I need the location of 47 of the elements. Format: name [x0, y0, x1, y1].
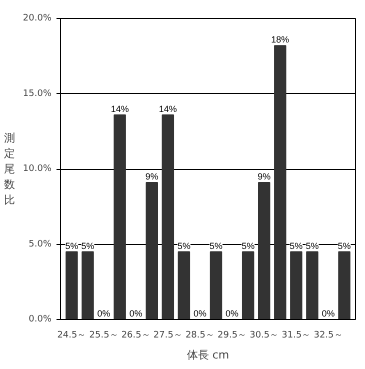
data-label: 5%: [65, 240, 78, 251]
data-label: 0%: [97, 308, 110, 318]
data-label: 0%: [129, 308, 142, 318]
bar: [242, 251, 254, 320]
x-tick-label: 24.5～: [57, 330, 86, 340]
data-label: 0%: [322, 308, 335, 318]
y-tick-label: 15.0%: [22, 88, 52, 99]
bar: [178, 251, 190, 320]
y-tick-label: 20.0%: [22, 14, 52, 24]
y-axis-title: 測定尾数比: [4, 131, 15, 207]
x-tick-label: 28.5～: [185, 330, 215, 340]
data-label: 9%: [258, 172, 271, 182]
data-label: 5%: [177, 240, 190, 251]
x-tick-label: 25.5～: [89, 330, 118, 340]
data-label: 14%: [158, 104, 177, 114]
y-tick-label: 10.0%: [22, 164, 52, 174]
y-tick-label: 5.0%: [28, 239, 52, 250]
bar: [114, 114, 126, 320]
bar: [146, 182, 158, 320]
bar: [258, 182, 270, 320]
x-tick-label: 27.5～: [153, 330, 182, 340]
y-tick-label: 0.0%: [28, 314, 52, 324]
bar: [306, 251, 318, 320]
bar: [290, 251, 302, 320]
data-label: 0%: [193, 308, 206, 318]
data-label: 5%: [210, 240, 223, 251]
data-label: 5%: [242, 240, 255, 251]
data-label: 18%: [271, 34, 290, 45]
x-axis-title: 体長 cm: [186, 348, 230, 362]
bar: [82, 251, 94, 320]
bar: [274, 45, 286, 320]
bar: [66, 251, 78, 320]
bar: [210, 251, 222, 320]
x-tick-label: 31.5～: [282, 330, 311, 340]
x-tick-label: 30.5～: [250, 330, 279, 340]
data-label: 5%: [306, 240, 319, 251]
data-label: 5%: [81, 240, 94, 251]
data-label: 9%: [145, 172, 158, 182]
x-tick-label: 29.5～: [218, 330, 247, 340]
data-label: 14%: [110, 104, 129, 114]
bar: [338, 251, 350, 320]
x-tick-label: 26.5～: [121, 330, 150, 340]
data-label: 5%: [338, 240, 351, 251]
data-label: 0%: [226, 308, 239, 318]
data-label: 5%: [290, 240, 303, 251]
bar: [162, 114, 174, 320]
x-tick-label: 32.5～: [314, 330, 343, 340]
